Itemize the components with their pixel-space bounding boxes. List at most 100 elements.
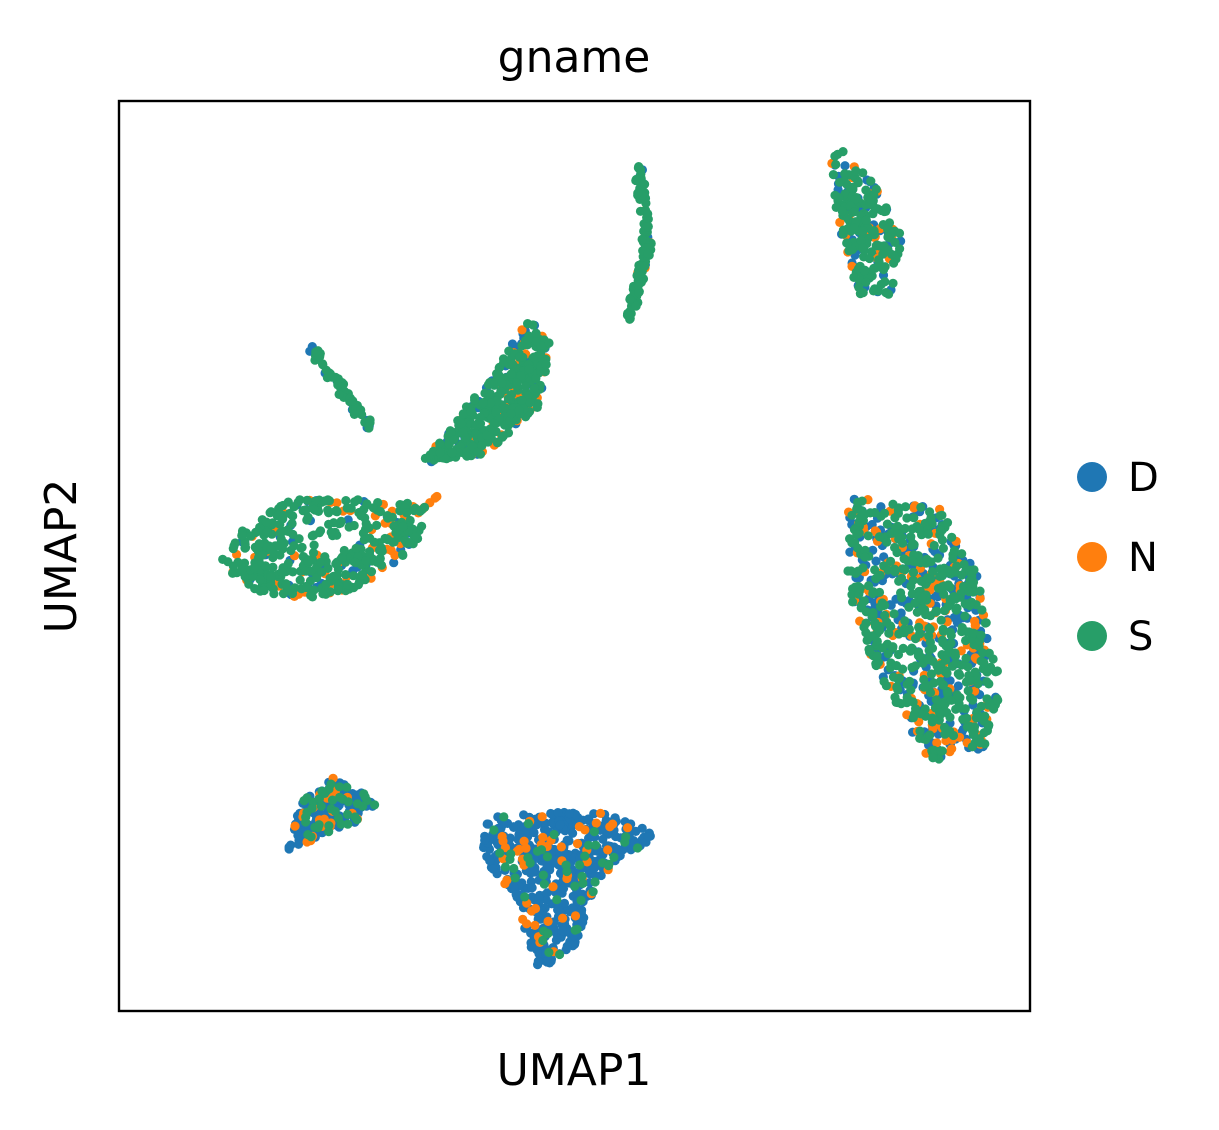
scatter-point-S-thin-top: [636, 165, 646, 175]
scatter-point-N-bottom-center: [580, 825, 590, 835]
scatter-point-S-right-large: [856, 506, 867, 516]
scatter-point-S-left-large: [349, 520, 359, 531]
legend-marker-S: [1077, 621, 1107, 651]
scatter-point-S-top-right: [864, 253, 875, 264]
scatter-point-S-bottom-center: [495, 848, 505, 858]
scatter-point-S-center-upper: [532, 402, 542, 412]
scatter-point-S-left-large: [266, 581, 276, 592]
scatter-point-D-bottom-center: [557, 925, 567, 936]
scatter-point-S-center-upper: [458, 409, 468, 419]
scatter-point-D-bottom-center: [564, 809, 575, 819]
scatter-point-S-center-upper: [505, 416, 515, 426]
scatter-point-S-left-large: [417, 521, 427, 531]
scatter-point-S-right-large: [929, 715, 939, 725]
scatter-point-S-center-upper: [492, 438, 502, 448]
scatter-point-S-right-large: [878, 601, 888, 611]
scatter-point-S-right-large: [963, 686, 973, 696]
scatter-point-S-right-large: [853, 543, 863, 553]
scatter-point-N-bottom-center: [500, 879, 510, 889]
scatter-point-S-stalk: [365, 415, 375, 425]
legend-marker-D: [1077, 462, 1107, 492]
scatter-point-S-left-large: [278, 589, 289, 599]
scatter-point-S-right-large: [923, 655, 933, 665]
scatter-point-S-center-upper: [524, 364, 534, 374]
scatter-point-S-right-large: [927, 643, 938, 653]
scatter-point-S-left-large: [315, 557, 326, 568]
scatter-point-S-right-large: [937, 535, 948, 545]
scatter-point-D-bottom-center: [480, 835, 490, 845]
legend-label-N: N: [1128, 535, 1158, 581]
scatter-point-S-center-upper: [506, 409, 516, 419]
scatter-point-D-bottom-center: [482, 819, 492, 829]
scatter-point-D-bottom-center: [547, 818, 557, 828]
scatter-point-N-right-large: [970, 616, 980, 626]
scatter-point-S-bottom-center: [590, 877, 600, 887]
scatter-point-S-center-upper: [541, 359, 551, 370]
scatter-point-S-right-large: [908, 575, 918, 585]
scatter-point-S-bottom-center: [583, 840, 594, 850]
scatter-point-S-right-large: [967, 742, 977, 752]
scatter-point-S-right-large: [960, 611, 970, 621]
scatter-point-S-top-right: [894, 228, 905, 238]
scatter-point-S-bottom-center: [588, 887, 598, 897]
scatter-point-S-right-large: [848, 597, 858, 607]
scatter-point-D-bottom-center: [542, 863, 552, 873]
scatter-point-S-right-large: [877, 643, 888, 653]
scatter-point-S-right-large: [900, 502, 911, 512]
scatter-point-N-bottom-left: [290, 821, 300, 831]
scatter-point-S-center-upper: [498, 431, 508, 442]
scatter-point-N-bottom-center: [543, 916, 553, 927]
scatter-point-D-bottom-center: [542, 888, 552, 898]
scatter-point-S-left-large: [295, 575, 305, 585]
scatter-point-S-right-large: [931, 695, 941, 705]
scatter-point-S-left-large: [324, 519, 334, 530]
scatter-point-S-bottom-left: [360, 792, 370, 802]
scatter-point-S-right-large: [863, 531, 873, 541]
scatter-point-N-bottom-center: [518, 914, 528, 925]
scatter-point-S-left-large: [405, 538, 415, 548]
scatter-point-S-left-large: [323, 505, 333, 515]
scatter-point-D-bottom-center: [553, 808, 563, 818]
scatter-point-S-right-large: [926, 574, 936, 584]
scatter-point-S-top-right: [837, 206, 847, 216]
scatter-point-S-left-large: [269, 589, 279, 599]
scatter-point-S-left-large: [259, 585, 269, 596]
scatter-point-S-right-large: [975, 586, 985, 596]
scatter-point-S-right-large: [905, 696, 915, 706]
scatter-point-N-bridge: [430, 493, 440, 503]
scatter-point-S-center-upper: [512, 378, 522, 388]
scatter-point-S-right-large: [897, 538, 908, 548]
scatter-point-S-stalk: [349, 409, 359, 419]
scatter-point-S-thin-top: [643, 221, 653, 232]
scatter-point-S-bottom-center: [543, 928, 553, 939]
scatter-point-S-right-large: [937, 571, 947, 581]
scatter-point-D-bottom-center: [562, 941, 572, 951]
scatter-point-S-right-large: [936, 746, 946, 756]
scatter-point-S-top-right: [854, 282, 864, 292]
scatter-point-S-right-large: [914, 524, 924, 534]
scatter-point-S-top-right: [889, 258, 899, 268]
scatter-point-S-right-large: [946, 630, 956, 641]
scatter-point-S-right-large: [882, 537, 892, 547]
scatter-point-S-right-large: [968, 730, 979, 740]
scatter-point-S-left-large: [297, 542, 307, 553]
scatter-point-S-right-large: [943, 580, 953, 590]
scatter-point-S-left-large: [240, 543, 251, 553]
scatter-point-S-bottom-center: [549, 829, 559, 840]
scatter-point-D-bottom-center: [514, 829, 524, 840]
scatter-point-N-bottom-center: [623, 823, 633, 833]
scatter-point-S-top-right: [847, 244, 858, 255]
scatter-point-S-left-large: [278, 526, 288, 536]
scatter-point-S-right-large: [961, 635, 971, 646]
scatter-point-S-right-large: [925, 687, 936, 698]
scatter-point-D-top-right: [840, 161, 850, 171]
scatter-point-S-right-large: [850, 582, 860, 592]
scatter-point-S-top-right: [881, 203, 891, 213]
scatter-point-S-top-right: [874, 257, 884, 267]
scatter-point-S-right-large: [915, 726, 925, 736]
scatter-point-S-thin-top: [642, 212, 652, 223]
scatter-point-S-left-large: [237, 530, 247, 541]
scatter-point-S-right-large: [929, 678, 939, 688]
scatter-point-N-bottom-center: [538, 832, 548, 842]
scatter-point-S-right-large: [900, 523, 910, 534]
